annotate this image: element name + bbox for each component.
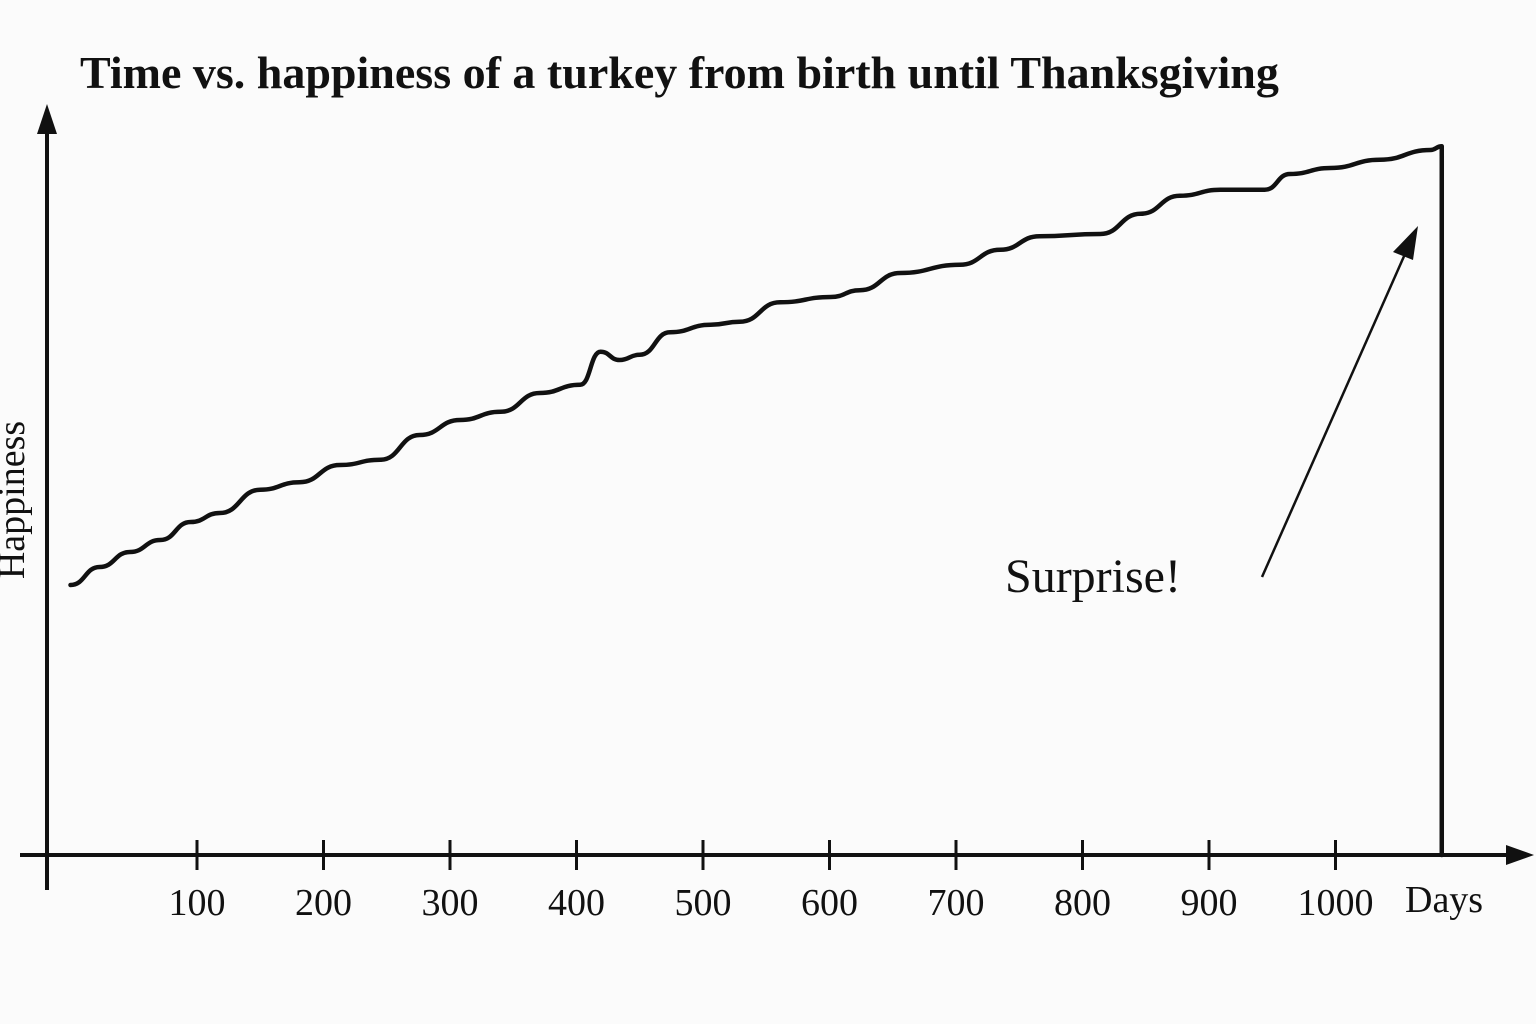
x-tick-label: 600 (801, 882, 858, 924)
annotation-arrow (1260, 253, 1407, 578)
x-axis-label: Days (1405, 879, 1483, 921)
x-tick-label: 500 (675, 882, 732, 924)
happiness-line (68, 144, 1445, 858)
annotation-arrowhead (1393, 226, 1418, 260)
x-tick-label: 700 (928, 882, 985, 924)
axes (20, 104, 1534, 890)
y-axis-arrowhead (37, 104, 57, 134)
x-tick-label: 100 (169, 882, 226, 924)
x-tick-label: 200 (295, 882, 352, 924)
x-axis-arrowhead (1506, 845, 1534, 865)
x-tick-label: 800 (1054, 882, 1111, 924)
annotation-surprise: Surprise! (1005, 550, 1181, 603)
x-tick-label: 400 (548, 882, 605, 924)
x-tick-label: 1000 (1298, 882, 1374, 924)
x-tick-label: 900 (1181, 882, 1238, 924)
y-axis-label: Happiness (0, 421, 33, 579)
chart-title: Time vs. happiness of a turkey from birt… (80, 47, 1279, 98)
x-tick-label: 300 (422, 882, 479, 924)
